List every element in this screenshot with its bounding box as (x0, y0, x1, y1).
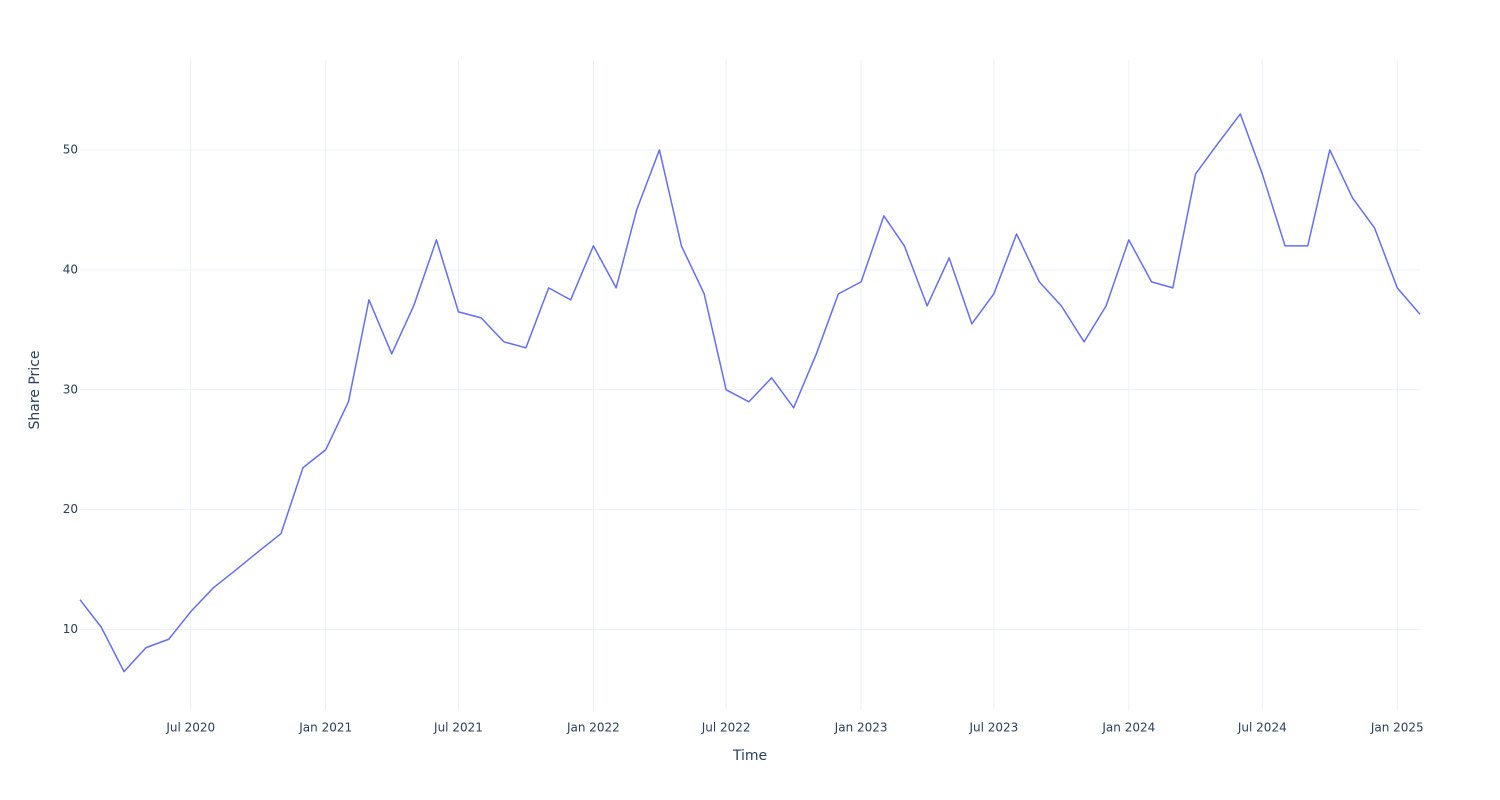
y-tick-label: 20 (63, 502, 78, 516)
x-axis-title: Time (732, 748, 767, 764)
x-tick-label: Jan 2022 (566, 721, 620, 735)
x-tick-label: Jul 2020 (165, 721, 215, 735)
y-tick-label: 10 (63, 622, 78, 636)
y-axis-title: Share Price (27, 350, 43, 429)
x-tick-label: Jan 2025 (1370, 721, 1424, 735)
x-tick-label: Jul 2022 (701, 721, 751, 735)
x-tick-label: Jul 2021 (433, 721, 483, 735)
x-tick-label: Jul 2024 (1237, 721, 1287, 735)
y-tick-label: 40 (63, 262, 78, 276)
x-tick-label: Jan 2023 (834, 721, 888, 735)
price-line (79, 113, 1421, 673)
x-tick-label: Jan 2021 (298, 721, 352, 735)
y-tick-label: 30 (63, 382, 78, 396)
x-tick-label: Jan 2024 (1101, 721, 1155, 735)
y-tick-label: 50 (63, 142, 78, 156)
x-tick-label: Jul 2023 (968, 721, 1018, 735)
